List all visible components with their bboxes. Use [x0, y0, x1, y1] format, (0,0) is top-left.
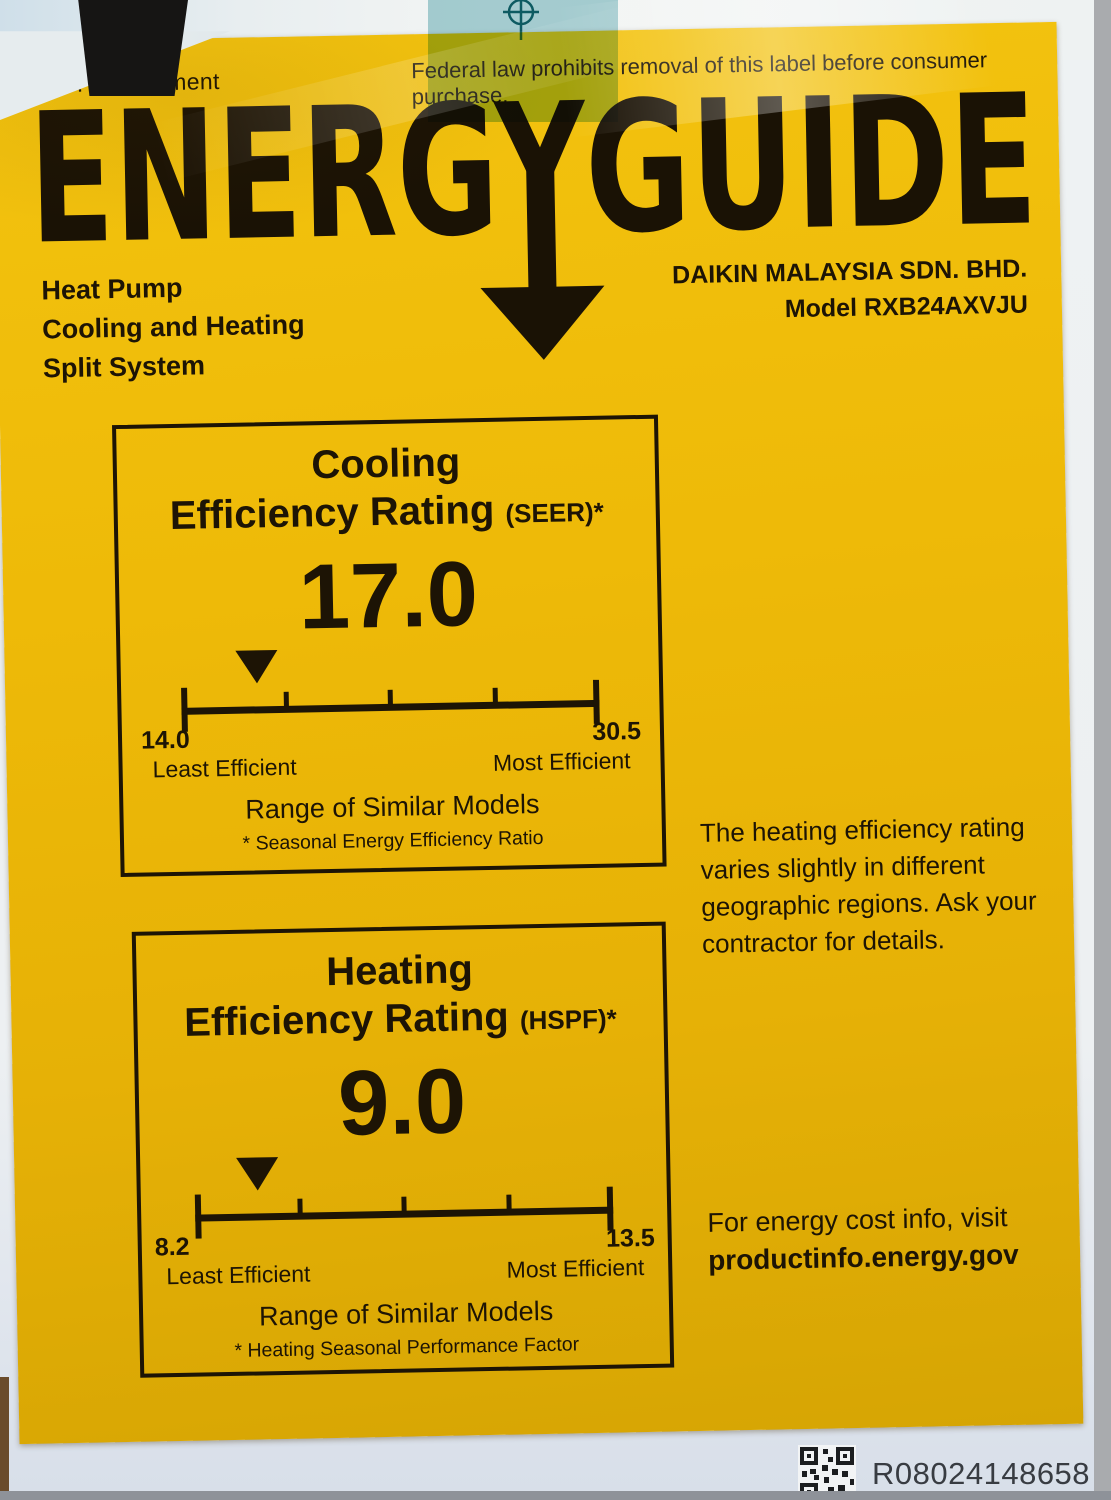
cooling-acronym: (SEER)*: [505, 496, 604, 529]
down-arrow-icon: [480, 169, 605, 360]
heating-scale: [194, 1149, 614, 1241]
cooling-rating-box: Cooling Efficiency Rating (SEER)* 17.0: [112, 414, 667, 878]
heating-acronym: (HSPF)*: [519, 1003, 617, 1036]
cooling-rating-value: 17.0: [297, 543, 479, 649]
scale-mid-tick: [283, 691, 289, 707]
product-line: Split System: [42, 350, 206, 384]
productinfo-url: productinfo.energy.gov: [707, 1238, 1020, 1276]
range-caption: Range of Similar Models: [258, 1295, 554, 1332]
scale-mid-tick: [296, 1198, 303, 1214]
scale-end-tick: [592, 679, 600, 724]
cooling-scale: [180, 642, 600, 734]
most-efficient-label: Most Efficient: [492, 747, 631, 776]
energy-cost-info: For energy cost info, visit productinfo.…: [707, 1199, 1019, 1279]
scale-end-tick: [181, 687, 188, 732]
logo-word-guide: GUIDE: [583, 82, 1039, 274]
background-bottom-edge: [0, 1491, 1111, 1500]
serial-number: R08024148658: [872, 1456, 1091, 1491]
scale-mid-tick: [492, 687, 498, 703]
model-number: Model RXB24AXVJU: [784, 290, 1029, 324]
most-efficient-label: Most Efficient: [506, 1254, 645, 1283]
scale-mid-tick: [387, 689, 393, 705]
energyguide-logo: ENERGY GUIDE: [27, 56, 1045, 393]
dark-object: [78, 0, 188, 96]
least-efficient-label: Least Efficient: [152, 753, 297, 783]
hspf-footnote: * Heating Seasonal Performance Factor: [234, 1333, 580, 1362]
serial-row: R08024148658: [798, 1445, 1090, 1500]
product-line: Cooling and Heating: [41, 309, 305, 345]
energyguide-logo-svg: ENERGY GUIDE: [27, 56, 1039, 360]
product-line: Heat Pump: [41, 272, 183, 306]
cooling-title: Cooling Efficiency Rating (SEER)*: [169, 440, 604, 539]
product-type-block: Heat Pump Cooling and Heating Split Syst…: [41, 266, 306, 388]
qr-code-icon: [798, 1445, 856, 1500]
energyguide-label: U.S. Government Federal law prohibits re…: [0, 21, 1084, 1445]
manufacturer-block: DAIKIN MALAYSIA SDN. BHD. Model RXB24AXV…: [672, 251, 1028, 330]
scale-mid-tick: [505, 1194, 512, 1210]
heating-title: Heating Efficiency Rating (HSPF)*: [183, 947, 617, 1045]
scale-end-tick: [194, 1194, 202, 1239]
scale-end-tick: [606, 1186, 614, 1231]
inspection-sticker: [428, 0, 618, 122]
heating-rating-box: Heating Efficiency Rating (HSPF)* 9.0: [131, 921, 675, 1378]
rating-pointer-triangle-icon: [236, 1157, 279, 1191]
range-caption: Range of Similar Models: [245, 788, 540, 825]
background-edge: [0, 1377, 9, 1500]
scale-mid-tick: [401, 1196, 407, 1212]
heating-rating-value: 9.0: [337, 1050, 467, 1155]
least-efficient-label: Least Efficient: [166, 1260, 311, 1290]
seer-footnote: * Seasonal Energy Efficiency Ratio: [242, 826, 544, 855]
scale-min-value: 8.2: [154, 1232, 190, 1262]
heating-region-note: The heating efficiency rating varies sli…: [699, 811, 1037, 959]
rating-pointer-triangle-icon: [235, 649, 278, 684]
registration-mark-icon: [503, 0, 539, 40]
